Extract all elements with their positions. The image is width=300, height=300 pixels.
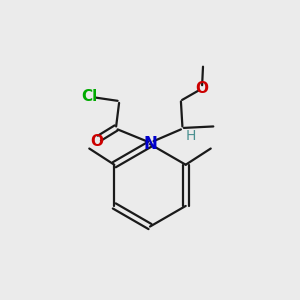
- Text: O: O: [90, 134, 103, 149]
- Text: Cl: Cl: [82, 89, 98, 104]
- Text: H: H: [186, 129, 196, 143]
- Text: N: N: [143, 134, 157, 152]
- Text: O: O: [195, 81, 208, 96]
